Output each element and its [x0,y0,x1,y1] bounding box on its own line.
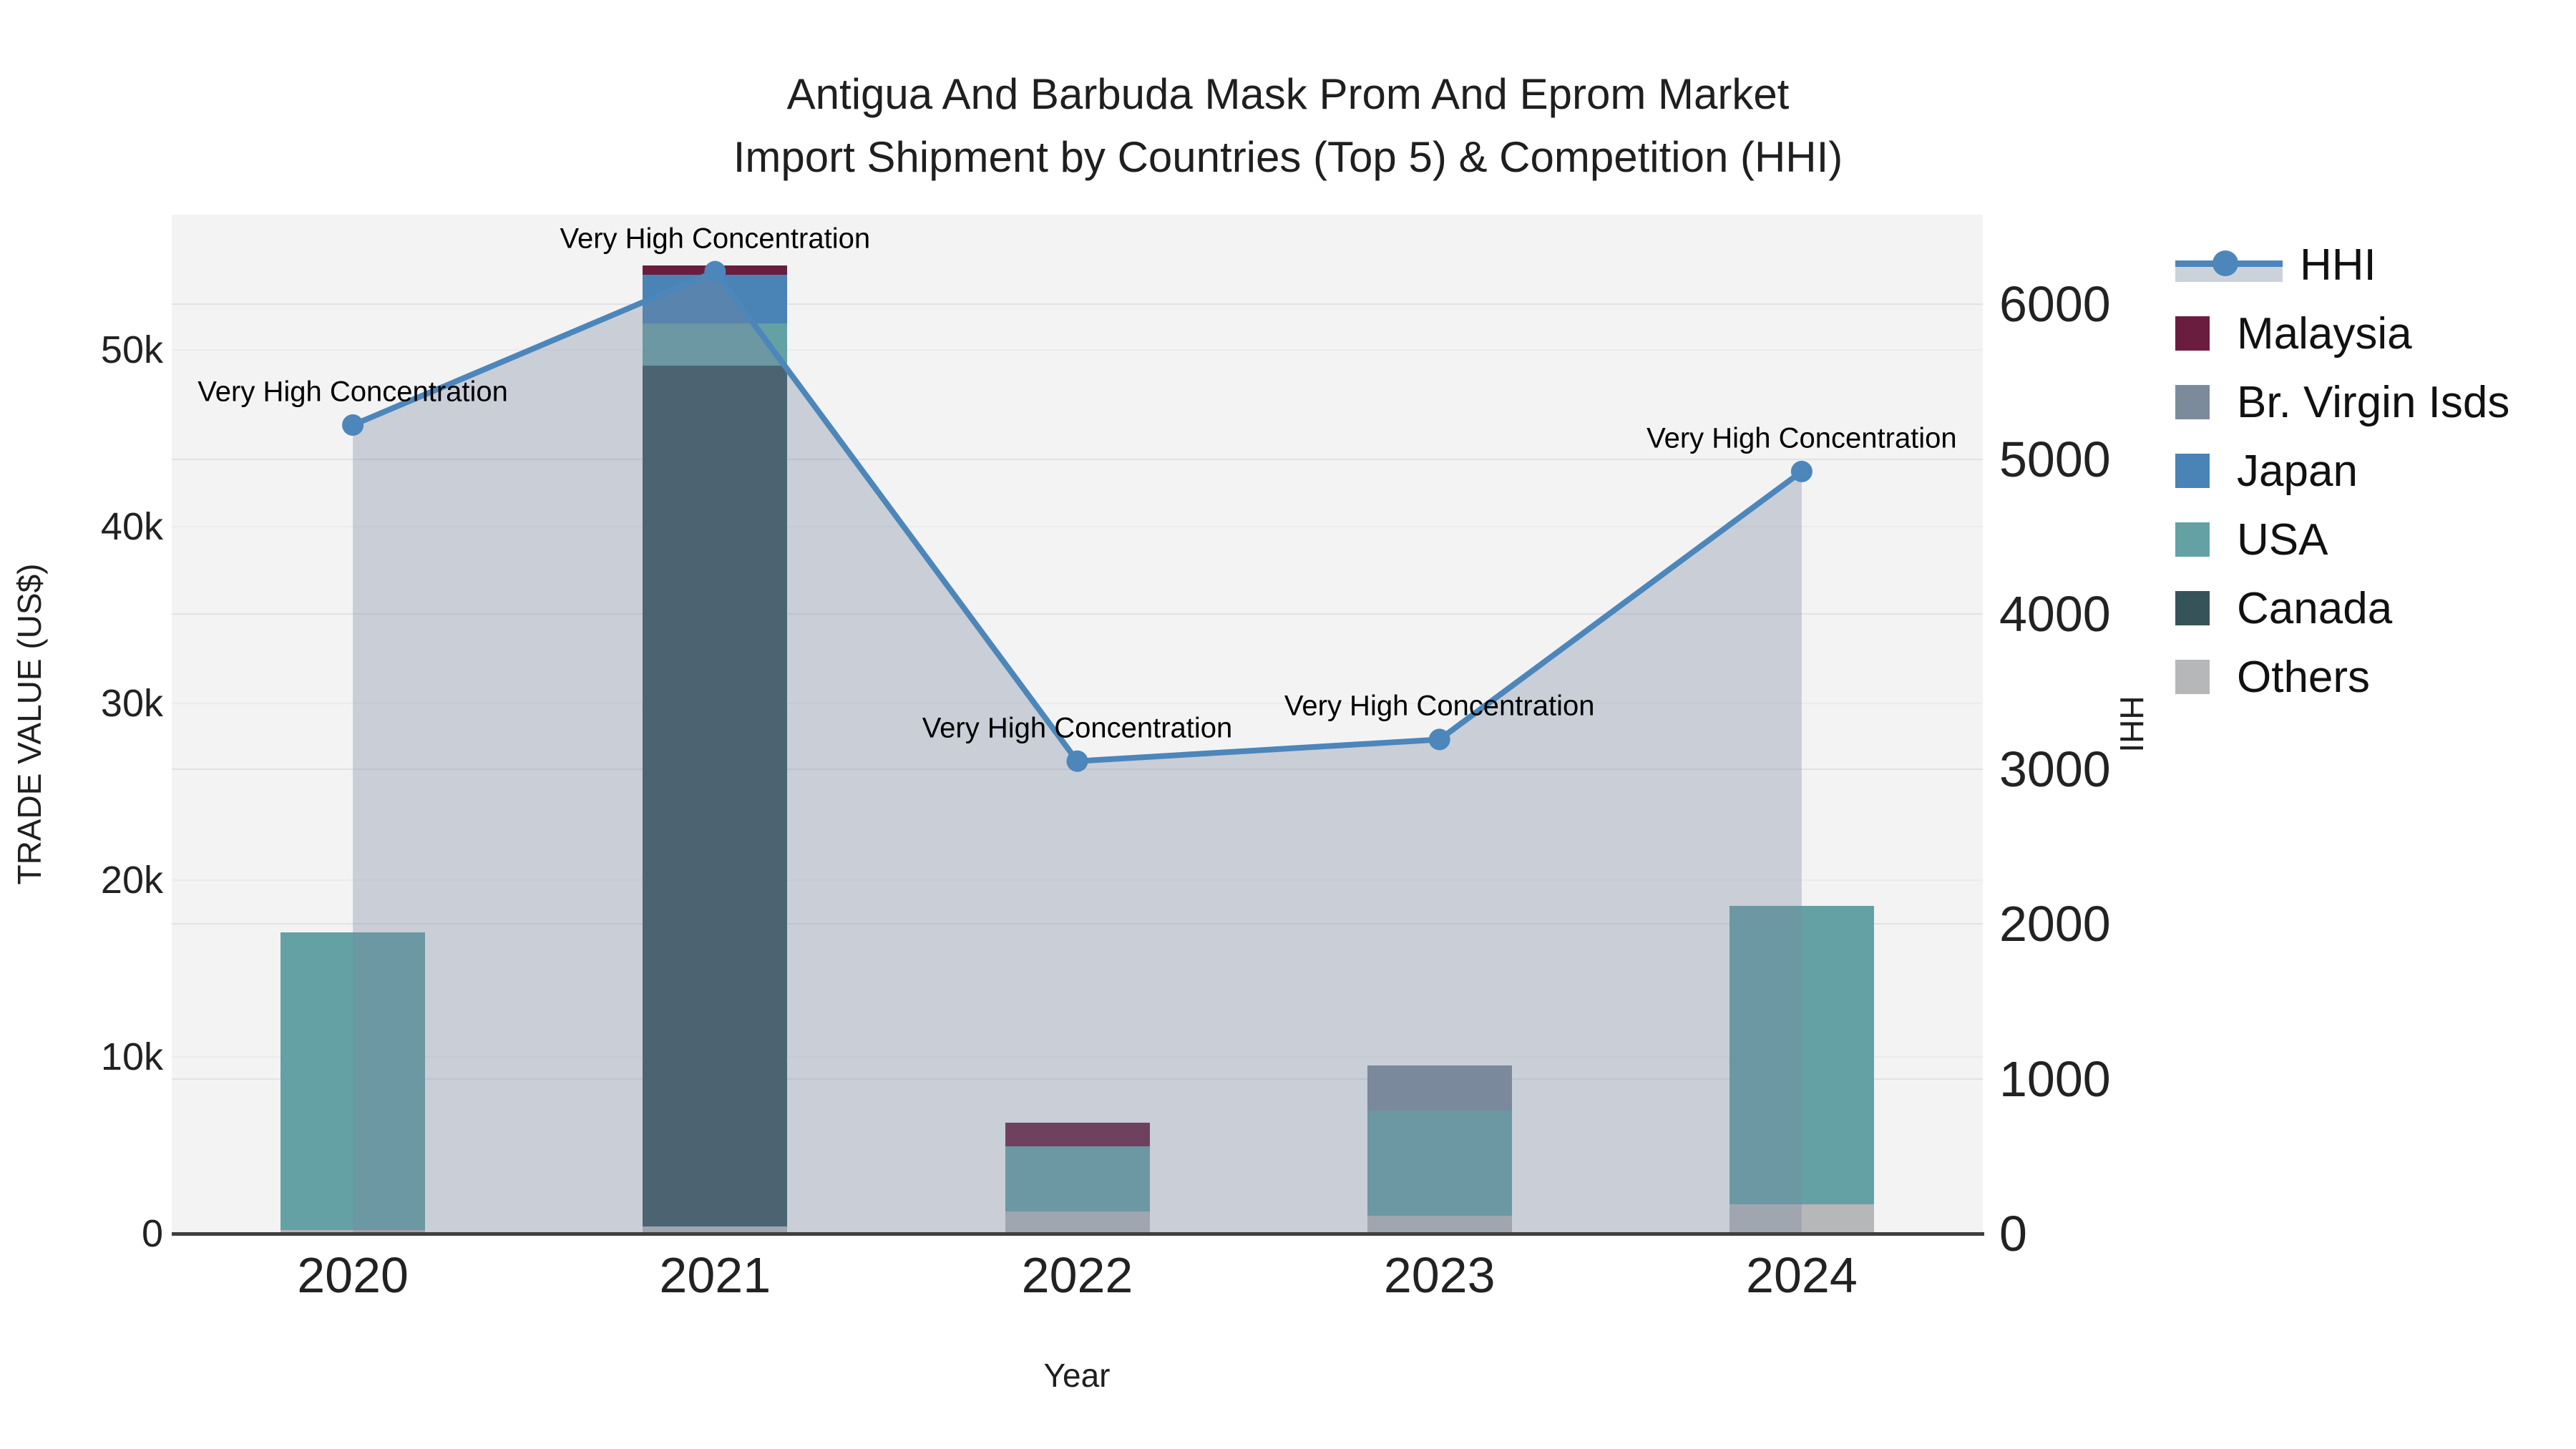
hhi-marker-2022[interactable] [1066,750,1088,772]
x-tick-label: 2021 [659,1247,771,1303]
y-right-tick-label: 6000 [1999,276,2111,333]
hhi-line-layer [342,260,1813,1234]
annotation-2020: Very High Concentration [197,376,508,408]
gridline-right [172,1078,1983,1080]
legend-hhi-line-swatch [2175,246,2283,283]
legend-label: Others [2237,652,2371,702]
y-right-tick-label: 1000 [1999,1050,2111,1107]
legend-label: Japan [2237,446,2358,496]
y-left-tick-label: 30k [100,681,163,725]
legend-color-swatch [2175,385,2210,419]
x-tick-label: 2023 [1383,1247,1496,1303]
hhi-marker-2024[interactable] [1790,460,1813,482]
gridline-right [172,923,1983,925]
hhi-marker-2021[interactable] [704,260,726,283]
y-left-tick-label: 40k [100,504,163,548]
bar-segment-others[interactable] [1367,1216,1512,1234]
legend-label: Canada [2237,583,2393,633]
legend: HHI Malaysia Br. Virgin Isds Japan USA Canada… [2175,230,2509,711]
annotation-2021: Very High Concentration [560,223,871,255]
annotation-2022: Very High Concentration [922,712,1233,744]
chart-title-line2: Import Shipment by Countries (Top 5) & C… [733,133,1843,181]
gridline-left [172,348,1983,351]
chart-title-line1: Antigua And Barbuda Mask Prom And Eprom … [786,70,1790,118]
bar-segment-usa[interactable] [1367,1111,1512,1216]
bar-segment-br-virgin-isds[interactable] [1367,1065,1512,1111]
annotation-2024: Very High Concentration [1646,422,1957,454]
y-axis-left-title: TRADE VALUE (US$) [11,563,48,885]
y-right-tick-label: 0 [1999,1206,2027,1262]
legend-color-swatch [2175,660,2210,694]
legend-label: Br. Virgin Isds [2237,377,2510,427]
hhi-area-fill [353,271,1802,1234]
bar-segment-canada[interactable] [643,366,788,1227]
y-right-tick-label: 3000 [1999,741,2111,797]
bar-segment-usa[interactable] [1729,905,1874,1205]
chart-title: Antigua And Barbuda Mask Prom And Eprom … [0,63,2576,189]
legend-item-others[interactable]: Others [2175,643,2509,711]
gridline-left [172,702,1983,704]
bar-segment-others[interactable] [1005,1211,1150,1234]
x-axis-title: Year [1043,1357,1111,1394]
gridline-left [172,1055,1983,1058]
plot-area: Very High Concentration Very High Concent… [172,215,1983,1234]
bar-segment-others[interactable] [1729,1204,1874,1234]
y-left-tick-label: 20k [100,858,163,902]
x-axis-line [172,1232,1984,1236]
bar-segment-japan[interactable] [643,275,788,323]
y-right-tick-label: 2000 [1999,896,2111,952]
y-left-tick-label: 50k [100,328,163,371]
y-left-tick-label: 10k [100,1035,163,1078]
legend-item-japan[interactable]: Japan [2175,436,2509,505]
legend-item-canada[interactable]: Canada [2175,574,2509,643]
bar-segment-usa[interactable] [280,932,426,1231]
gridline-left [172,525,1983,527]
legend-label: USA [2237,514,2328,565]
legend-label: HHI [2300,240,2376,290]
gridline-right [172,303,1983,306]
gridline-right [172,458,1983,460]
legend-item-usa[interactable]: USA [2175,505,2509,574]
gridline-right [172,613,1983,615]
hhi-marker-2023[interactable] [1428,728,1450,751]
annotation-2023: Very High Concentration [1284,690,1595,722]
legend-color-swatch [2175,591,2210,625]
legend-item-hhi[interactable]: HHI [2175,230,2509,299]
x-tick-label: 2020 [297,1247,409,1303]
bar-segment-others[interactable] [280,1230,426,1234]
legend-item-br-virgin-isds[interactable]: Br. Virgin Isds [2175,368,2509,436]
y-right-tick-label: 5000 [1999,431,2111,487]
legend-color-swatch [2175,522,2210,557]
bar-segment-malaysia[interactable] [1005,1122,1150,1146]
y-left-tick-label: 0 [141,1212,163,1255]
x-tick-label: 2024 [1746,1247,1858,1303]
x-tick-label: 2022 [1021,1247,1133,1303]
legend-item-malaysia[interactable]: Malaysia [2175,299,2509,368]
hhi-marker-2020[interactable] [342,414,364,436]
bar-segment-usa[interactable] [1005,1146,1150,1212]
gridline-left [172,879,1983,881]
y-right-tick-label: 4000 [1999,586,2111,643]
y-axis-right-title: HHI [2113,696,2150,753]
bar-segment-usa[interactable] [643,323,788,366]
legend-label: Malaysia [2237,308,2412,358]
legend-color-swatch [2175,454,2210,488]
legend-hhi-marker-sample [2212,250,2238,276]
legend-color-swatch [2175,316,2210,351]
bar-segment-others[interactable] [643,1226,788,1234]
